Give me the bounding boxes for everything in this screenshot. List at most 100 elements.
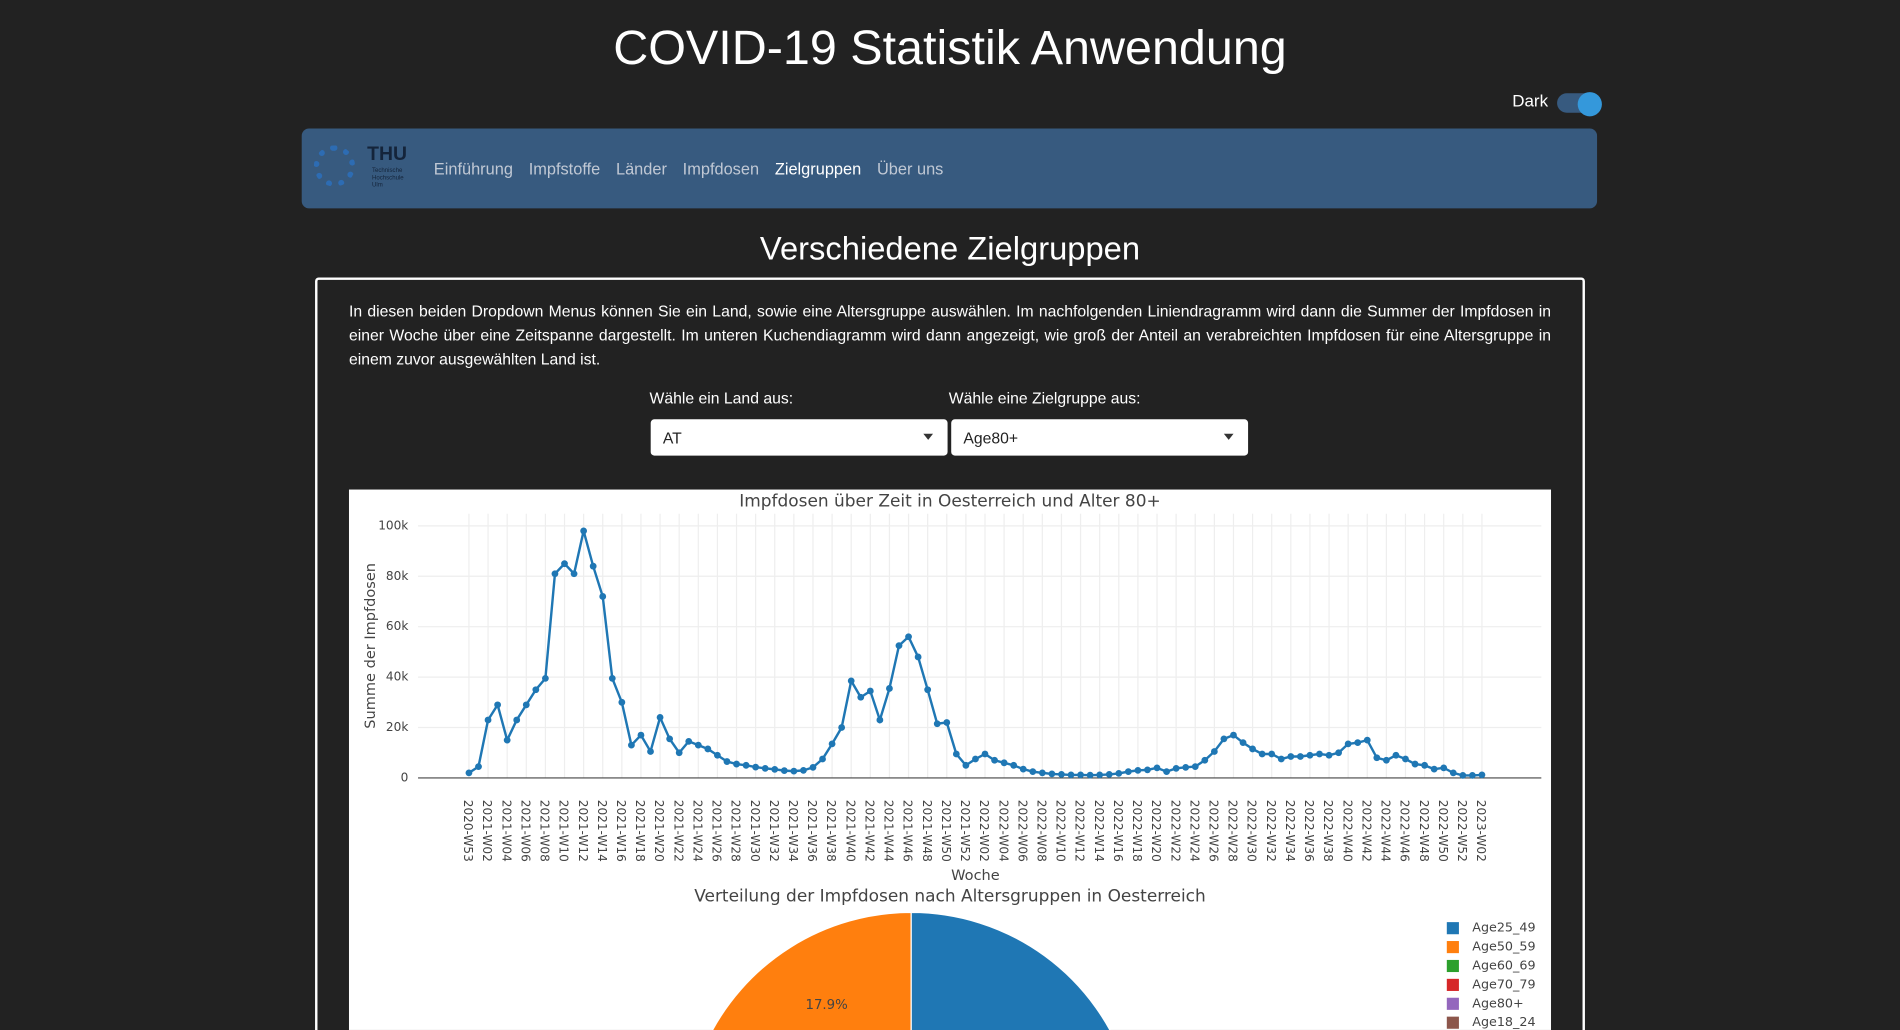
data-point — [981, 750, 989, 758]
data-point — [589, 562, 597, 570]
data-point — [952, 750, 960, 758]
x-tick-label: 2021-W08 — [538, 800, 552, 862]
data-point — [1421, 761, 1428, 769]
data-point — [542, 674, 549, 682]
data-point — [1000, 759, 1008, 767]
x-tick-label: 2021-W18 — [633, 800, 647, 862]
nav-link[interactable]: Über uns — [876, 159, 944, 179]
x-tick-label: 2021-W34 — [786, 800, 800, 862]
logo-icon — [313, 145, 356, 187]
y-tick-label: 60k — [386, 619, 408, 633]
x-tick-label: 2021-W14 — [595, 800, 609, 862]
data-point — [723, 758, 731, 765]
legend-label: Age25_49 — [1472, 920, 1535, 935]
chart-title: Impfdosen über Zeit in Oesterreich und A… — [739, 491, 1160, 511]
x-tick-label: 2022-W28 — [1226, 800, 1240, 862]
x-tick-label: 2021-W40 — [843, 800, 857, 862]
legend-swatch — [1446, 997, 1459, 1010]
x-tick-label: 2022-W46 — [1398, 800, 1412, 862]
x-tick-label: 2021-W10 — [557, 800, 571, 862]
data-point — [838, 724, 846, 731]
data-point — [1296, 753, 1304, 760]
x-tick-label: 2022-W36 — [1302, 800, 1316, 862]
data-point — [570, 570, 578, 578]
y-tick-label: 100k — [378, 518, 408, 532]
data-point — [1153, 764, 1161, 772]
data-point — [943, 719, 951, 726]
x-tick-label: 2022-W48 — [1417, 800, 1431, 862]
x-tick-label: 2022-W40 — [1340, 800, 1354, 862]
data-point — [809, 763, 817, 771]
logo-subtitle: Technische Hochschule Ulm — [372, 167, 404, 190]
data-point — [1220, 735, 1228, 743]
data-point — [962, 761, 970, 769]
data-point — [656, 714, 664, 721]
x-tick-label: 2021-W22 — [671, 800, 685, 862]
data-point — [1191, 763, 1199, 770]
data-point — [1086, 771, 1094, 779]
data-point — [522, 701, 530, 709]
x-tick-label: 2022-W24 — [1187, 800, 1201, 862]
nav-list: Einführung Impfstoffe Länder Impfdosen Zielg… — [434, 160, 944, 178]
nav-link[interactable]: Länder — [615, 159, 667, 179]
nav-link[interactable]: Zielgruppen — [774, 159, 862, 179]
data-point — [647, 748, 654, 755]
data-point — [1354, 739, 1362, 747]
nav-link[interactable]: Impfstoffe — [528, 159, 601, 179]
x-tick-label: 2022-W42 — [1359, 800, 1373, 862]
data-point — [800, 766, 807, 774]
x-tick-label: 2021-W36 — [805, 800, 819, 862]
data-point — [1210, 748, 1218, 755]
data-point — [599, 593, 607, 600]
x-tick-label: 2022-W22 — [1168, 800, 1182, 862]
data-point — [532, 686, 540, 694]
theme-label: Dark — [1512, 90, 1549, 111]
x-axis-label: Woche — [951, 868, 1000, 884]
data-point — [608, 674, 616, 682]
toggle-knob[interactable] — [1577, 92, 1602, 117]
legend-label: Age18_24 — [1472, 1014, 1535, 1029]
nav-link[interactable]: Einführung — [433, 159, 513, 179]
content-box — [315, 277, 1585, 1030]
x-tick-label: 2022-W06 — [1015, 800, 1029, 862]
legend-label: Age80+ — [1472, 995, 1523, 1010]
data-line — [468, 530, 1483, 777]
data-point — [1010, 761, 1018, 769]
data-point — [1411, 760, 1419, 768]
x-tick-label: 2022-W52 — [1455, 800, 1469, 862]
data-point — [847, 677, 855, 685]
data-point — [475, 763, 482, 770]
data-point — [513, 716, 521, 724]
x-tick-label: 2021-W38 — [824, 800, 838, 862]
data-point — [503, 736, 511, 744]
data-point — [1335, 749, 1342, 757]
x-tick-label: 2021-W48 — [920, 800, 934, 862]
data-point — [685, 737, 693, 745]
data-point — [1144, 766, 1151, 774]
x-tick-label: 2022-W20 — [1149, 800, 1163, 862]
x-tick-label: 2021-W26 — [710, 800, 724, 862]
data-point — [1124, 768, 1132, 776]
data-point — [1402, 755, 1409, 763]
x-tick-label: 2021-W04 — [499, 800, 513, 862]
x-tick-label: 2022-W44 — [1379, 800, 1393, 862]
y-tick-label: 80k — [386, 569, 408, 583]
nav-link[interactable]: Impfdosen — [682, 159, 760, 179]
data-point — [494, 701, 502, 709]
dropdown[interactable]: AT — [650, 419, 948, 456]
x-tick-label: 2022-W02 — [977, 800, 991, 862]
dropdown[interactable]: Age80+ — [951, 419, 1249, 456]
logo-name: THU — [367, 144, 408, 165]
data-point — [628, 741, 635, 749]
data-point — [1115, 770, 1123, 777]
line-chart: Impfdosen über Zeit in Oesterreich und A… — [363, 491, 1542, 884]
data-point — [637, 731, 645, 739]
data-point — [1449, 769, 1457, 777]
x-tick-label: 2021-W32 — [767, 800, 781, 862]
data-point — [895, 642, 903, 649]
data-point — [1029, 768, 1037, 776]
data-point — [876, 716, 884, 724]
x-tick-label: 2020-W53 — [461, 800, 475, 862]
x-tick-label: 2022-W10 — [1054, 800, 1068, 862]
section-title: Verschiedene Zielgruppen — [759, 230, 1141, 267]
